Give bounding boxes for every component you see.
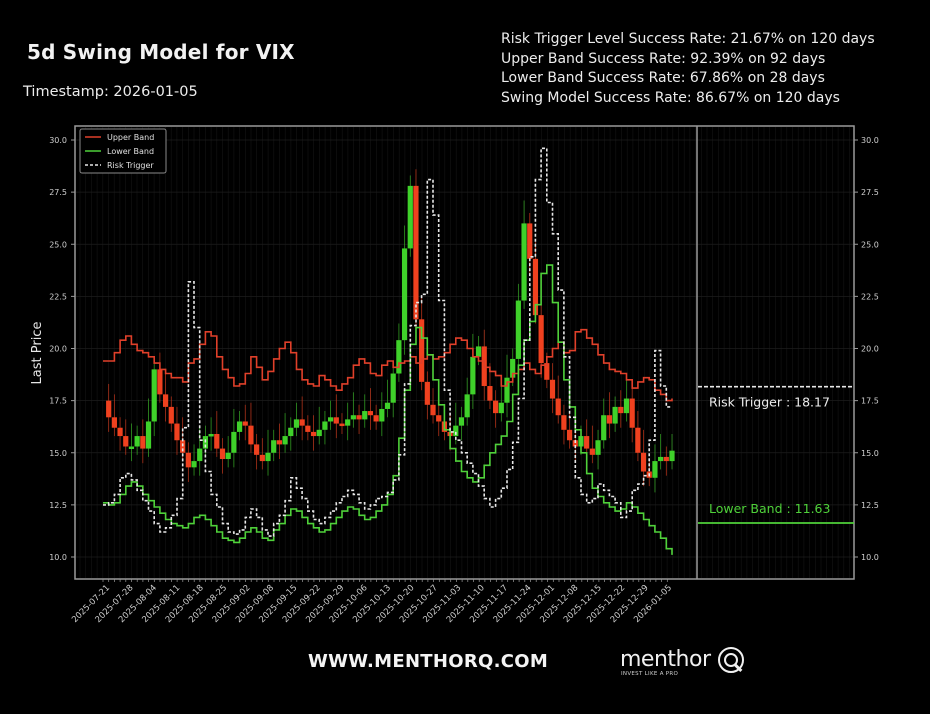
y-tick-label: 10.0 <box>861 553 879 562</box>
y-tick-label: 20.0 <box>49 345 67 354</box>
success-rate-stats: Risk Trigger Level Success Rate: 21.67% … <box>501 30 875 108</box>
stat-lower-band: Lower Band Success Rate: 67.86% on 28 da… <box>501 70 825 86</box>
y-tick-label: 12.5 <box>861 501 879 510</box>
y-tick-label: 17.5 <box>49 397 67 406</box>
y-tick-label: 22.5 <box>49 292 67 301</box>
lower-band-level-label: Lower Band : 11.63 <box>709 501 830 516</box>
y-axis-right: 10.0 12.5 15.0 17.5 20.0 22.5 25.0 27.5 30.0 <box>854 136 879 562</box>
x-axis: 2025-07-212025-07-282025-08-042025-08-11… <box>70 579 674 625</box>
y-tick-label: 12.5 <box>49 501 67 510</box>
y-tick-label: 17.5 <box>861 397 879 406</box>
y-axis-left: 10.0 12.5 15.0 17.5 20.0 22.5 25.0 27.5 30.0 <box>49 136 75 562</box>
timestamp: Timestamp: 2026-01-05 <box>23 84 198 100</box>
y-tick-label: 27.5 <box>861 188 879 197</box>
upper-band-line <box>103 328 673 402</box>
stat-swing-model: Swing Model Success Rate: 86.67% on 120 … <box>501 89 840 106</box>
y-tick-label: 27.5 <box>49 188 67 197</box>
stat-upper-band: Upper Band Success Rate: 92.39% on 92 da… <box>501 50 826 67</box>
y-tick-label: 30.0 <box>861 136 879 145</box>
risk-trigger-level-label: Risk Trigger : 18.17 <box>709 395 830 410</box>
menthorq-logo: menthor INVEST LIKE A PRO <box>620 645 750 685</box>
y-tick-label: 25.0 <box>49 240 67 249</box>
lower-band-line <box>103 264 673 555</box>
risk-trigger-line <box>103 147 672 537</box>
chart-title: 5d Swing Model for VIX <box>27 40 295 64</box>
logo-q-icon <box>718 647 744 673</box>
y-tick-label: 22.5 <box>861 292 879 301</box>
legend-upper-band-label: Upper Band <box>107 133 154 142</box>
y-axis-label: Last Price <box>30 322 45 385</box>
logo-wordmark: menthor <box>620 647 711 672</box>
logo-tagline: INVEST LIKE A PRO <box>621 671 679 677</box>
footer-website-link[interactable]: WWW.MENTHORQ.COM <box>308 651 549 672</box>
y-tick-label: 10.0 <box>49 553 67 562</box>
y-tick-label: 15.0 <box>861 449 879 458</box>
price-candles <box>106 169 675 493</box>
y-tick-label: 30.0 <box>49 136 67 145</box>
y-tick-label: 15.0 <box>49 449 67 458</box>
y-tick-label: 20.0 <box>861 345 879 354</box>
legend-risk-trigger-label: Risk Trigger <box>107 161 154 170</box>
y-tick-label: 25.0 <box>861 240 879 249</box>
plot-frame <box>74 125 855 580</box>
legend-lower-band-label: Lower Band <box>107 147 154 156</box>
stat-risk-trigger: Risk Trigger Level Success Rate: 21.67% … <box>501 31 875 47</box>
chart-legend: Upper Band Lower Band Risk Trigger <box>79 128 167 174</box>
